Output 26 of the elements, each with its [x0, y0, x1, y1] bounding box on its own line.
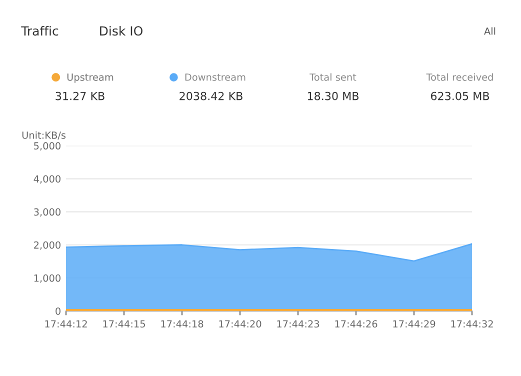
y-tick-label: 2,000 — [34, 241, 60, 250]
text: 623.05 MB — [430, 92, 490, 100]
x-tick-label: 17:44:23 — [277, 320, 320, 328]
text: Total received — [426, 73, 493, 81]
x-tick-label: 17:44:12 — [45, 320, 87, 328]
x-tick-label: 17:44:20 — [219, 320, 262, 328]
legend-label: Downstream — [185, 74, 246, 81]
x-tick-label: 17:44:26 — [335, 320, 378, 328]
text: 2038.42 KB — [180, 92, 242, 100]
y-tick-label: 4,000 — [34, 175, 60, 184]
legend-label: Upstream — [67, 74, 114, 83]
text: Traffic — [21, 26, 58, 36]
text: Disk IO — [100, 26, 142, 36]
x-tick-label: 17:44:15 — [103, 320, 145, 328]
text: 18.30 MB — [308, 92, 358, 100]
text: Total sent — [310, 73, 356, 81]
y-tick-label: 1,000 — [34, 274, 60, 283]
text: 31.27 KB — [56, 92, 104, 100]
text: All — [484, 27, 496, 35]
y-tick-label: 3,000 — [34, 208, 60, 217]
y-axis-title: Unit:KB/s — [22, 131, 66, 140]
x-tick-label: 17:44:18 — [161, 320, 204, 328]
y-tick-label: 0 — [56, 307, 60, 315]
x-tick-label: 17:44:29 — [393, 320, 436, 328]
x-tick-label: 17:44:32 — [451, 320, 493, 328]
y-tick-label: 5,000 — [34, 142, 60, 151]
